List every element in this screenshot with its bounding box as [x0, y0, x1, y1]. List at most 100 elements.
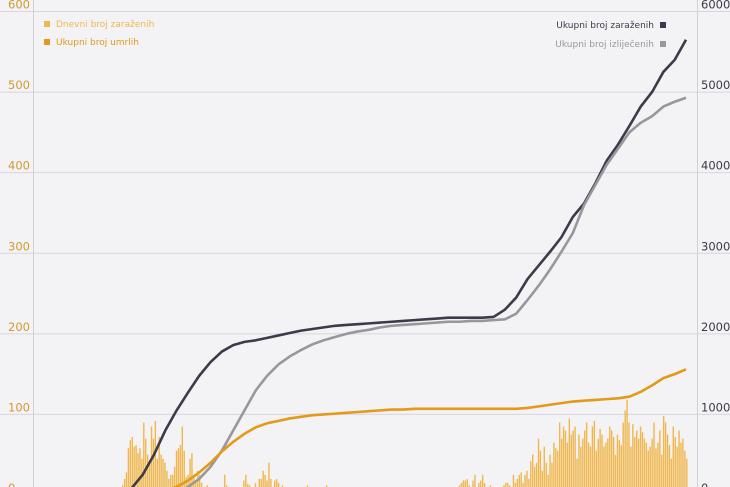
bar-dnevni-81 — [275, 478, 278, 487]
bar-dnevni-265 — [630, 446, 632, 487]
bar-dnevni-277 — [653, 422, 655, 487]
bar-dnevni-233 — [568, 418, 571, 487]
bar-dnevni-231 — [564, 430, 567, 487]
bar-dnevni-214 — [532, 454, 534, 487]
bar-dnevni-84 — [281, 485, 284, 487]
bar-dnevni-177 — [460, 482, 463, 487]
bar-dnevni-262 — [624, 410, 626, 487]
bar-dnevni-263 — [626, 399, 628, 487]
bar-dnevni-282 — [662, 416, 665, 487]
bar-dnevni-25 — [168, 478, 170, 487]
bar-dnevni-246 — [593, 420, 596, 487]
bar-dnevni-24 — [166, 470, 168, 487]
bar-dnevni-260 — [620, 445, 623, 487]
bar-dnevni-238 — [578, 434, 580, 487]
right-tick-label-5000: 5000 — [701, 78, 730, 92]
bar-dnevni-202 — [508, 485, 511, 487]
legend-top-right: Ukupni broj zaraženih Ukupni broj izlije… — [555, 21, 666, 50]
bar-dnevni-206 — [516, 478, 519, 487]
bar-dnevni-215 — [533, 466, 536, 487]
bar-dnevni-255 — [610, 430, 613, 487]
bar-dnevni-243 — [587, 442, 590, 487]
bar-dnevni-21 — [160, 454, 162, 487]
bar-dnevni-75 — [264, 474, 266, 487]
bar-dnevni-28 — [173, 466, 176, 487]
bar-dnevni-181 — [468, 485, 470, 487]
bar-dnevni-281 — [661, 454, 663, 487]
bar-dnevni-72 — [258, 478, 261, 487]
bar-dnevni-227 — [557, 450, 559, 487]
bar-dnevni-270 — [639, 426, 642, 487]
bar-dnevni-189 — [483, 482, 486, 487]
bar-dnevni-219 — [541, 470, 544, 487]
bar-dnevni-232 — [566, 442, 569, 487]
bar-dnevni-78 — [270, 478, 272, 487]
legend-label-izlijeceni: Ukupni broj izliječenih — [555, 39, 654, 50]
bar-dnevni-55 — [225, 485, 228, 487]
bar-dnevni-237 — [576, 458, 578, 487]
legend-label-dnevni: Dnevni broj zaraženih — [56, 20, 154, 30]
left-tick-label-300: 300 — [8, 239, 30, 253]
bar-dnevni-14 — [146, 454, 149, 487]
bar-dnevni-12 — [143, 422, 145, 487]
bar-dnevni-249 — [599, 428, 601, 487]
bar-dnevni-220 — [543, 446, 545, 487]
bar-dnevni-1 — [121, 485, 124, 487]
bar-dnevni-65 — [245, 474, 247, 487]
right-tick-label-1000: 1000 — [701, 400, 730, 414]
left-tick-label-500: 500 — [8, 78, 30, 92]
bar-dnevni-274 — [647, 450, 649, 487]
bar-dnevni-293 — [684, 450, 686, 487]
bar-dnevni-9 — [137, 453, 139, 487]
bar-dnevni-291 — [680, 442, 682, 487]
bar-dnevni-176 — [458, 485, 461, 487]
bar-dnevni-279 — [657, 442, 659, 487]
bar-dnevni-258 — [616, 434, 619, 487]
bar-dnevni-216 — [535, 462, 538, 487]
bar-dnevni-222 — [547, 474, 549, 487]
bar-dnevni-229 — [560, 438, 563, 487]
bar-dnevni-107 — [326, 485, 328, 487]
bar-dnevni-285 — [668, 445, 671, 487]
bar-dnevni-6 — [131, 436, 133, 487]
bar-dnevni-199 — [503, 485, 505, 487]
bar-dnevni-254 — [609, 426, 611, 487]
bar-dnevni-240 — [582, 438, 584, 487]
bar-dnevni-273 — [645, 442, 648, 487]
bar-dnevni-42 — [200, 482, 203, 487]
bar-dnevni-261 — [622, 422, 624, 487]
bar-dnevni-256 — [612, 436, 615, 487]
bar-dnevni-208 — [520, 472, 522, 487]
bar-dnevni-200 — [505, 482, 507, 487]
bar-dnevni-11 — [141, 458, 143, 487]
bar-dnevni-271 — [641, 432, 644, 487]
bar-dnevni-180 — [466, 478, 468, 487]
bar-dnevni-294 — [686, 458, 688, 487]
bar-dnevni-207 — [518, 474, 520, 487]
bar-dnevni-234 — [570, 434, 572, 487]
bar-dnevni-64 — [243, 480, 245, 487]
right-tick-label-6000: 6000 — [701, 0, 730, 12]
bar-dnevni-33 — [183, 450, 185, 487]
bar-dnevni-73 — [260, 478, 262, 487]
bar-dnevni-39 — [195, 480, 197, 487]
bar-series-dnevni — [121, 399, 688, 487]
bar-dnevni-245 — [591, 426, 594, 487]
bar-dnevni-259 — [618, 440, 621, 487]
bar-dnevni-253 — [607, 438, 609, 487]
bar-dnevni-22 — [162, 458, 164, 487]
gridlines — [0, 11, 730, 415]
bar-dnevni-218 — [539, 450, 542, 487]
legend-swatch-zarazeni — [660, 22, 666, 28]
legend-swatch-izlijeceni — [660, 41, 666, 47]
bar-dnevni-66 — [247, 483, 249, 487]
bar-dnevni-228 — [559, 422, 561, 487]
bar-dnevni-82 — [277, 482, 280, 487]
bar-dnevni-276 — [651, 438, 653, 487]
right-tick-label-4000: 4000 — [701, 159, 730, 173]
bar-dnevni-223 — [549, 454, 551, 487]
bar-dnevni-266 — [632, 424, 634, 487]
left-tick-label-400: 400 — [8, 159, 30, 173]
bar-dnevni-247 — [595, 450, 597, 487]
